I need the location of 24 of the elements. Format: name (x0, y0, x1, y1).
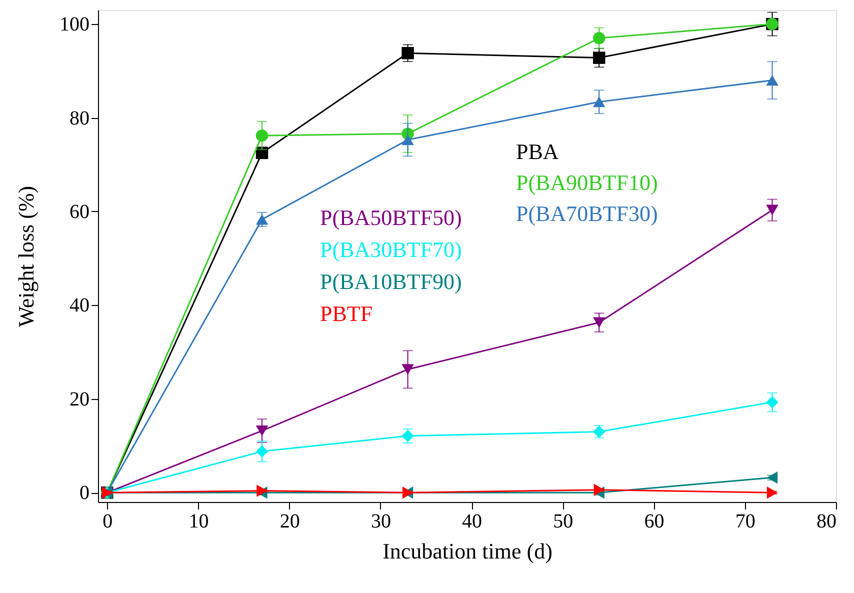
x-tick-label: 50 (553, 510, 574, 532)
text: P(BA30BTF70) (320, 237, 462, 262)
text: P(BA10BTF90) (320, 269, 462, 294)
y-axis-title: Weight loss (%) (14, 186, 38, 328)
text: P(BA50BTF50) (320, 205, 462, 230)
x-tick-label: 30 (370, 510, 391, 532)
y-tick-label: 100 (60, 14, 90, 36)
x-tick-label: 0 (102, 510, 113, 532)
y-tick-label: 20 (70, 388, 90, 410)
x-axis-title: Incubation time (d) (382, 538, 552, 564)
x-tick-label: 70 (735, 510, 756, 532)
y-tick-label: 40 (70, 294, 90, 317)
x-tick-label: 20 (280, 510, 300, 532)
text: P(BA70BTF30) (516, 201, 658, 226)
x-tick-label: 80 (816, 510, 836, 532)
y-tick-label: 60 (70, 200, 90, 223)
text: P(BA90BTF10) (516, 170, 658, 195)
x-tick-label: 10 (188, 510, 209, 532)
y-tick-label: 0 (80, 482, 90, 504)
text: PBTF (320, 301, 373, 326)
x-tick-label: 40 (462, 510, 482, 532)
text: PBA (516, 139, 559, 164)
x-tick-label: 60 (644, 510, 664, 532)
y-tick-label: 80 (70, 107, 90, 130)
